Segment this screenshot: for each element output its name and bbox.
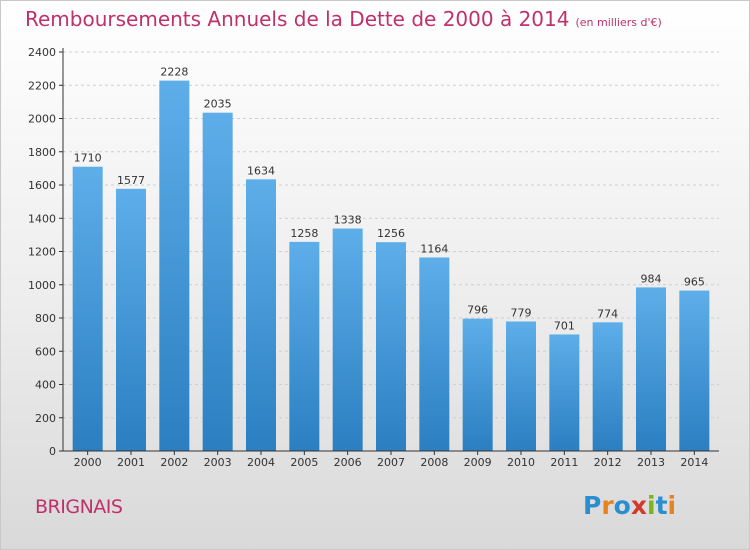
bar-2009	[462, 318, 493, 451]
bar-2010	[506, 321, 536, 451]
logo-letter: P	[583, 491, 602, 520]
bar-2000	[72, 166, 103, 451]
y-tick-label: 1800	[28, 146, 56, 159]
logo-letter: r	[601, 491, 614, 520]
value-label: 774	[597, 307, 618, 320]
y-tick-label: 800	[35, 312, 56, 325]
y-tick-label: 2400	[28, 46, 56, 59]
value-label: 965	[684, 276, 705, 289]
y-tick-label: 1200	[28, 246, 56, 259]
x-tick-label: 2007	[377, 456, 405, 469]
y-tick-label: 2000	[28, 113, 56, 126]
y-tick-label: 2200	[28, 79, 56, 92]
x-tick-label: 2010	[507, 456, 535, 469]
logo-letter: t	[655, 491, 668, 520]
y-tick-label: 200	[35, 412, 56, 425]
value-label: 2035	[204, 98, 232, 111]
x-tick-label: 2011	[550, 456, 578, 469]
y-tick-label: 1400	[28, 212, 56, 225]
x-tick-label: 2003	[204, 456, 232, 469]
y-tick-label: 1600	[28, 179, 56, 192]
value-label: 2228	[160, 66, 188, 79]
x-tick-label: 2000	[74, 456, 102, 469]
x-tick-label: 2006	[334, 456, 362, 469]
y-tick-label: 400	[35, 379, 56, 392]
chart-title: Remboursements Annuels de la Dette de 20…	[25, 7, 662, 31]
x-tick-label: 2004	[247, 456, 275, 469]
bar-2001	[116, 188, 146, 452]
x-tick-label: 2001	[117, 456, 145, 469]
bar-2014	[679, 290, 710, 451]
bar-2002	[159, 80, 190, 451]
value-label: 1164	[420, 242, 448, 255]
y-tick-label: 600	[35, 345, 56, 358]
bar-2004	[246, 179, 276, 451]
commune-name: BRIGNAIS	[35, 496, 123, 518]
bar-2005	[289, 241, 320, 451]
logo-letter: x	[630, 491, 647, 520]
value-label: 1634	[247, 164, 275, 177]
bar-2012	[592, 322, 623, 451]
x-tick-label: 2013	[637, 456, 665, 469]
bar-2006	[332, 228, 363, 451]
bar-2011	[549, 334, 580, 451]
value-label: 1710	[74, 152, 102, 165]
value-label: 1577	[117, 174, 145, 187]
logo-letter: o	[613, 491, 631, 520]
value-label: 1258	[290, 227, 318, 240]
unit-label: (en milliers d'€)	[575, 16, 662, 29]
x-tick-label: 2014	[680, 456, 708, 469]
value-label: 796	[467, 304, 488, 317]
x-tick-label: 2008	[420, 456, 448, 469]
x-tick-label: 2002	[160, 456, 188, 469]
value-label: 701	[554, 319, 575, 332]
value-label: 1256	[377, 227, 405, 240]
x-tick-label: 2012	[594, 456, 622, 469]
value-label: 984	[641, 272, 662, 285]
bar-2007	[376, 242, 406, 451]
x-tick-label: 2009	[464, 456, 492, 469]
x-tick-label: 2005	[290, 456, 318, 469]
bar-2008	[419, 257, 450, 451]
proxiti-logo: Proxiti	[583, 491, 676, 520]
value-label: 779	[511, 306, 532, 319]
bar-2003	[202, 112, 233, 452]
bars: 1710 1577 2228 2035 1634 1258 1338 1256 1164 796 7…	[72, 66, 710, 452]
value-label: 1338	[334, 214, 362, 227]
logo-letter: i	[647, 491, 656, 520]
y-tick-label: 0	[49, 445, 56, 458]
logo-letter: i	[667, 491, 677, 520]
axes: 0 200 400 600 800 1000 1200 1400 1600 1800 2000 220…	[28, 46, 719, 469]
title-text: Remboursements Annuels de la Dette de 20…	[25, 7, 570, 31]
bar-2013	[636, 287, 666, 451]
y-tick-label: 1000	[28, 279, 56, 292]
